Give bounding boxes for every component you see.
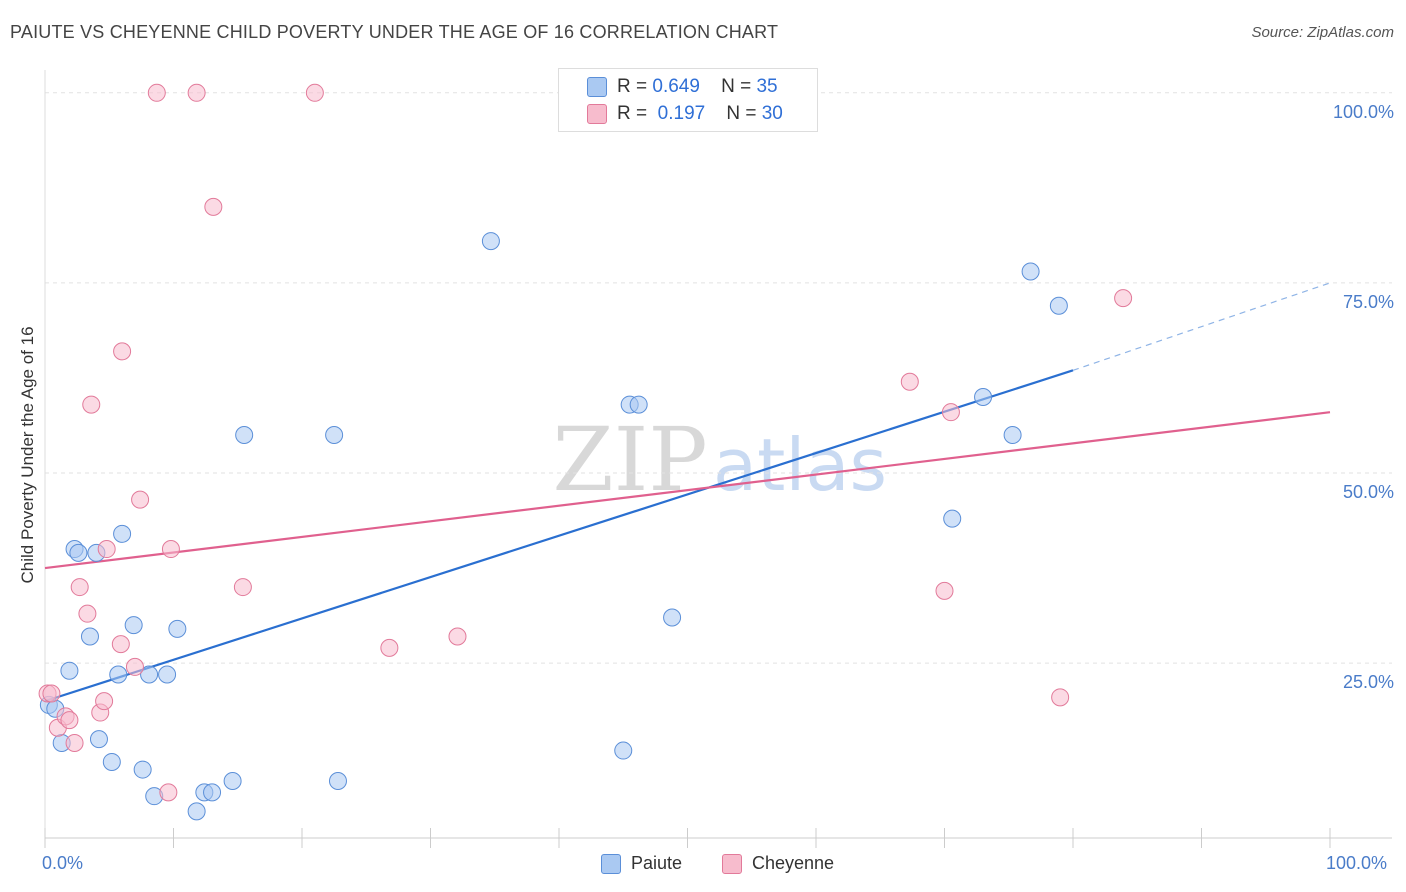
cheyenne-point (187, 83, 206, 102)
cheyenne-point (935, 581, 954, 600)
paiute-trend-line (44, 369, 1074, 703)
bottom-legend-cheyenne-swatch (722, 854, 742, 874)
paiute-point (80, 627, 99, 646)
paiute-r-value: 0.649 (652, 76, 700, 97)
paiute-point (158, 665, 177, 684)
paiute-point (1049, 296, 1068, 315)
cheyenne-r-value: 0.197 (657, 103, 706, 124)
source-label: Source: ZipAtlas.com (1251, 24, 1394, 41)
cheyenne-point (97, 540, 116, 559)
bottom-legend-paiute: Paiute (631, 853, 683, 873)
x-tick-label-max: 100.0% (1326, 853, 1388, 873)
paiute-point (1021, 262, 1040, 281)
cheyenne-point (204, 197, 223, 216)
cheyenne-point (95, 692, 114, 711)
paiute-point (113, 524, 132, 543)
paiute-point (943, 509, 962, 528)
paiute-point (60, 661, 79, 680)
paiute-stats: R = 0.649 N = 35 (617, 76, 778, 97)
paiute-point (1003, 425, 1022, 444)
cheyenne-point (42, 684, 61, 703)
paiute-swatch (587, 77, 607, 97)
paiute-point (974, 387, 993, 406)
paiute-point (69, 543, 88, 562)
paiute-point (235, 425, 254, 444)
y-tick-label-25: 25.0% (1342, 672, 1394, 693)
cheyenne-point (131, 490, 150, 509)
cheyenne-point (1051, 688, 1070, 707)
cheyenne-trend-line (44, 411, 1331, 570)
paiute-point (168, 619, 187, 638)
cheyenne-point (125, 657, 144, 676)
cheyenne-point (305, 83, 324, 102)
cheyenne-n-value: 30 (761, 103, 783, 124)
cheyenne-swatch (587, 104, 607, 124)
correlation-legend: R = 0.649 N = 35 R = 0.197 N = 30 (558, 68, 818, 132)
watermark-zip: ZIP (552, 408, 707, 511)
paiute-point (325, 425, 344, 444)
paiute-point (223, 771, 242, 790)
cheyenne-stats: R = 0.197 N = 30 (617, 103, 783, 124)
paiute-point (124, 616, 143, 635)
paiute-point (140, 665, 159, 684)
paiute-n-value: 35 (756, 76, 778, 97)
cheyenne-point (113, 342, 132, 361)
cheyenne-point (380, 638, 399, 657)
cheyenne-point (1114, 289, 1133, 308)
paiute-point (89, 730, 108, 749)
cheyenne-point (70, 578, 89, 597)
chart-title: PAIUTE VS CHEYENNE CHILD POVERTY UNDER T… (10, 22, 779, 42)
cheyenne-point (233, 578, 252, 597)
paiute-trend-extension (1072, 282, 1331, 371)
y-tick-label-50: 50.0% (1342, 482, 1394, 502)
x-tick-label-min: 0.0% (42, 853, 84, 873)
paiute-point (481, 232, 500, 251)
cheyenne-point (159, 783, 178, 802)
y-tick-label-100: 100.0% (1332, 101, 1394, 122)
cheyenne-point (900, 372, 919, 391)
cheyenne-point (448, 627, 467, 646)
paiute-point (629, 395, 648, 414)
bottom-legend-paiute-swatch (601, 854, 621, 874)
cheyenne-point (78, 604, 97, 623)
y-tick-label-75: 75.0% (1342, 291, 1394, 312)
cheyenne-point (65, 733, 84, 752)
cheyenne-point (941, 403, 960, 422)
paiute-point (663, 608, 682, 627)
bottom-legend-cheyenne: Cheyenne (752, 853, 835, 873)
cheyenne-point (161, 540, 180, 559)
cheyenne-point (147, 83, 166, 102)
paiute-point (187, 802, 206, 821)
cheyenne-point (60, 711, 79, 730)
cheyenne-point (111, 635, 130, 654)
watermark-atlas: atlas (713, 423, 887, 507)
paiute-point (328, 771, 347, 790)
paiute-point (109, 665, 128, 684)
paiute-point (133, 760, 152, 779)
paiute-point (614, 741, 633, 760)
paiute-point (203, 783, 222, 802)
cheyenne-point (82, 395, 101, 414)
paiute-point (102, 752, 121, 771)
